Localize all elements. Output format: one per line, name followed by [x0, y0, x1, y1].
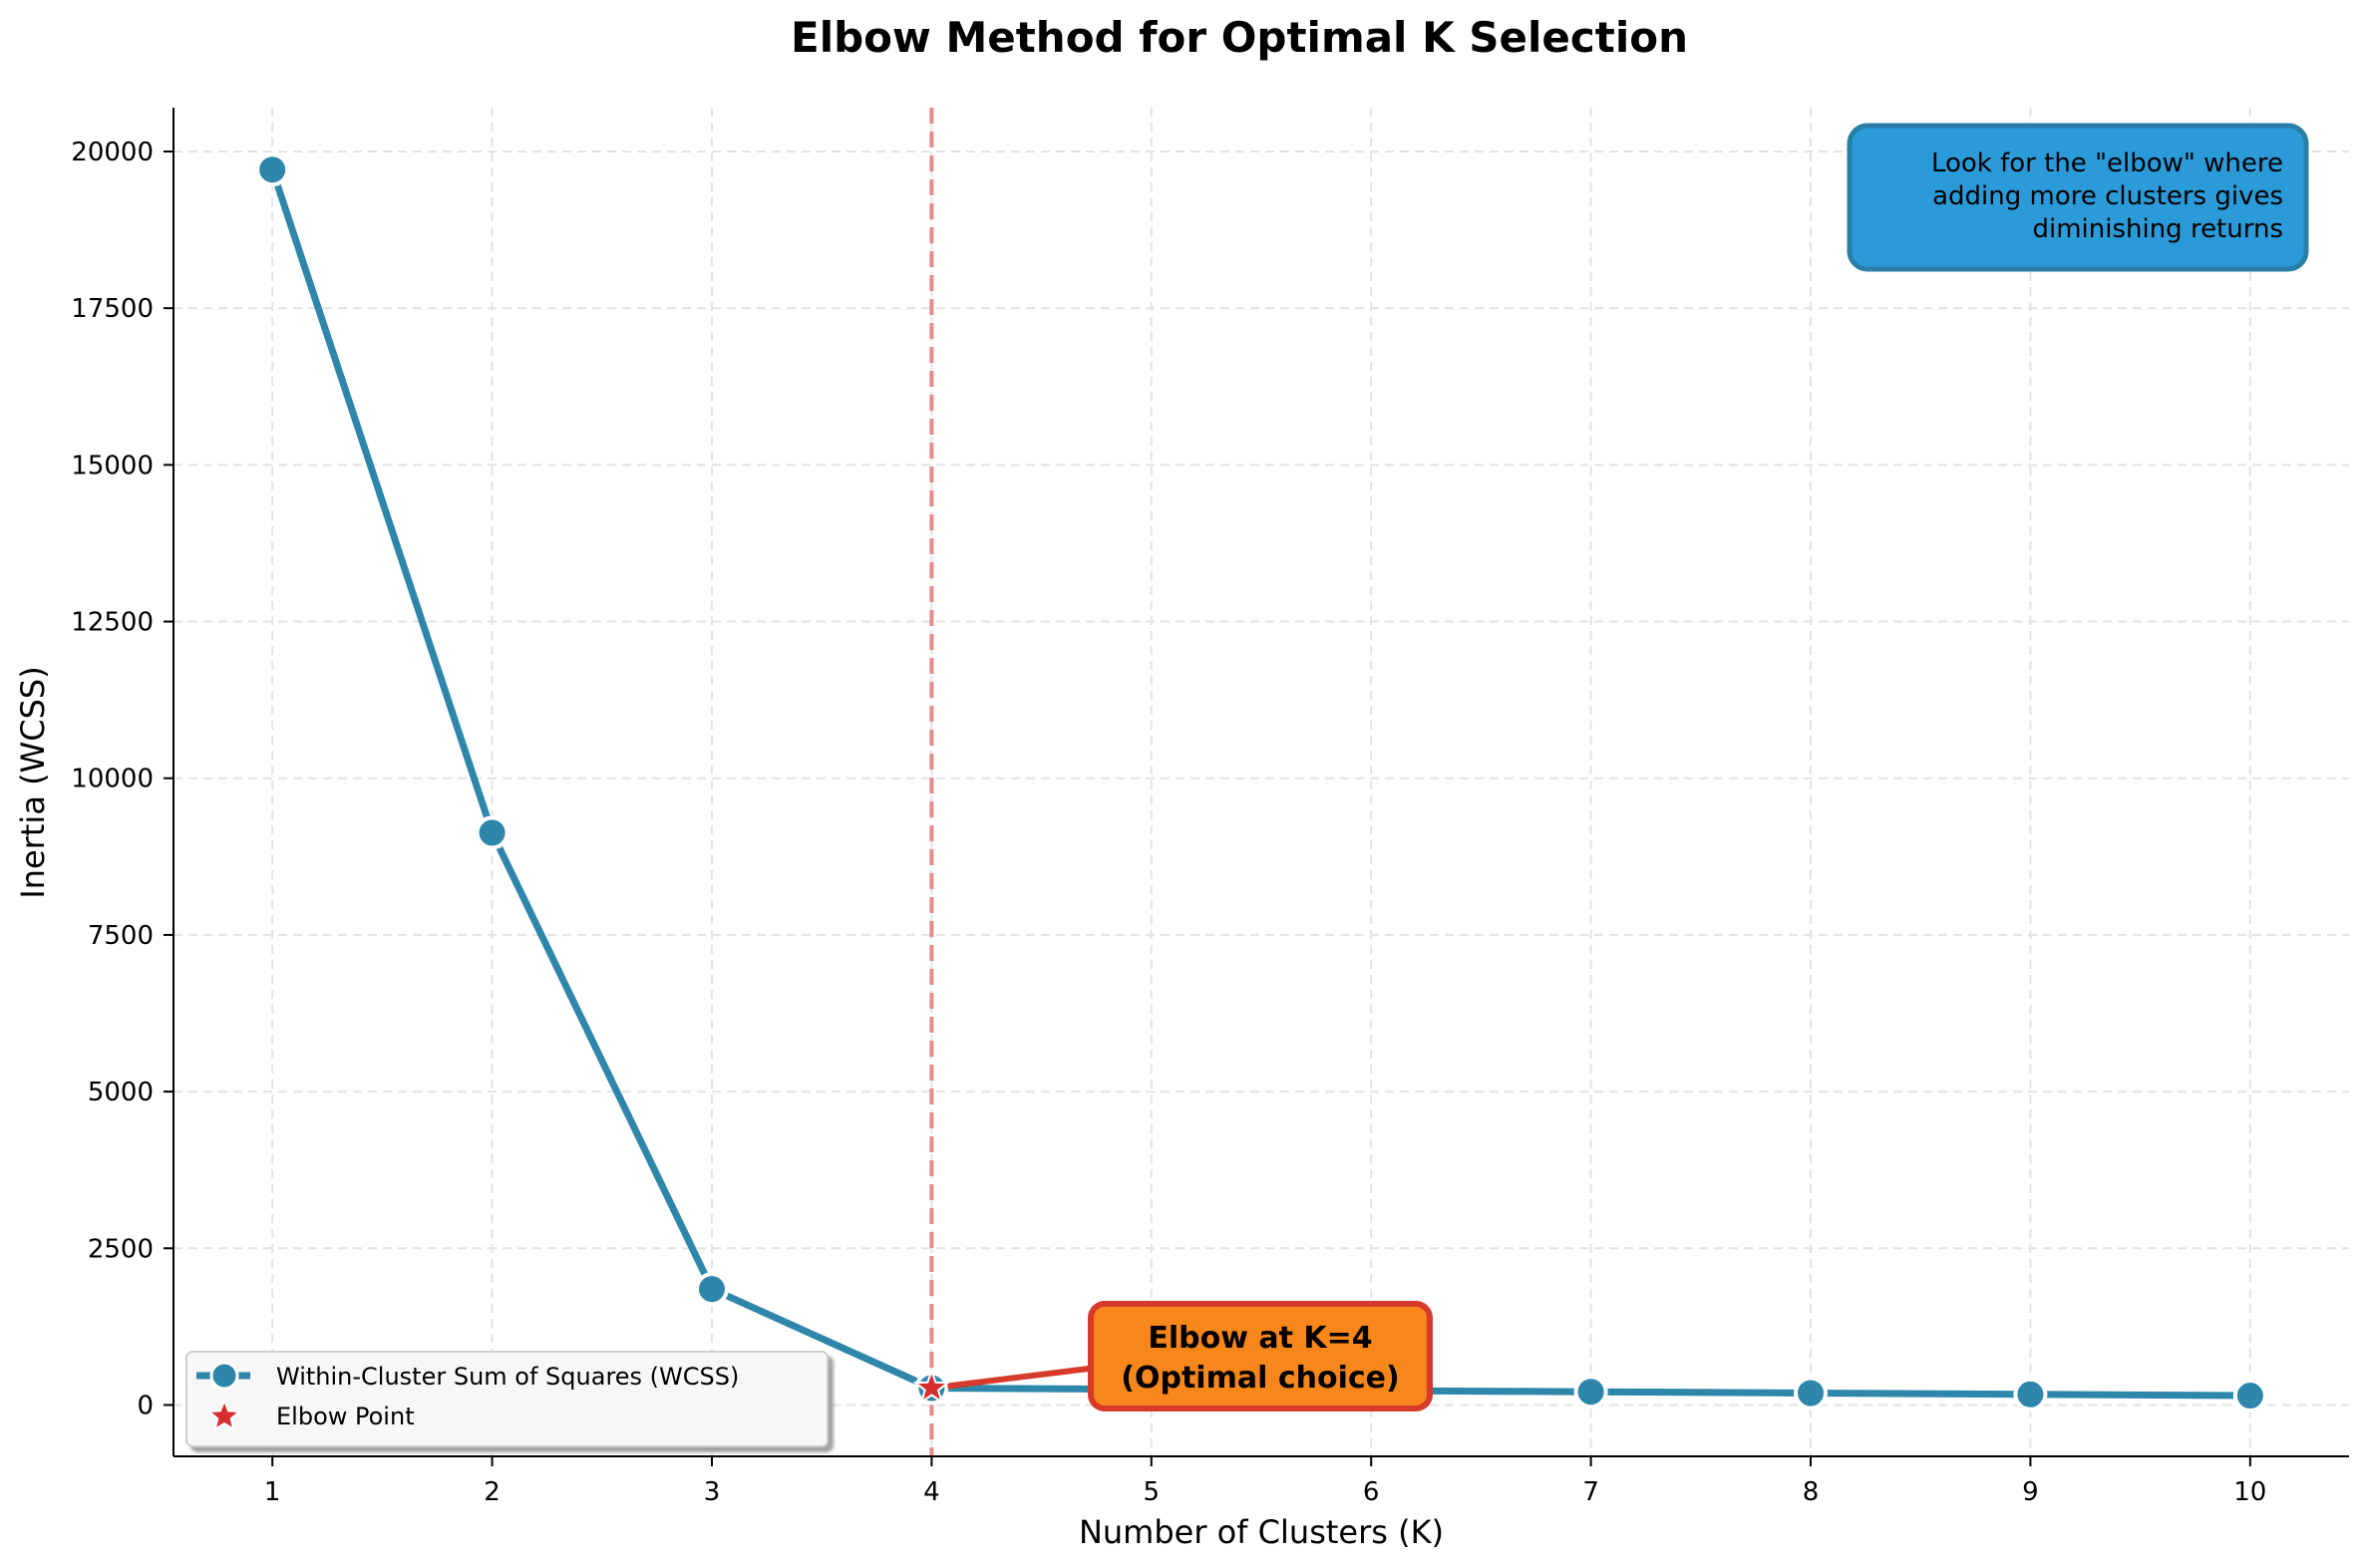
series-markers	[255, 153, 2267, 1413]
y-tick-label: 12500	[71, 608, 154, 638]
legend-item-elbow: Elbow Point	[276, 1403, 415, 1430]
info-text-line2: adding more clusters gives	[1932, 181, 2283, 211]
series-marker-point	[2013, 1377, 2048, 1411]
y-ticks: 0 2500 5000 7500 10000 12500 15000 17500 20000	[71, 138, 173, 1420]
elbow-annotation-box	[1088, 1301, 1433, 1411]
y-tick-label: 7500	[88, 921, 154, 951]
series-marker-point	[475, 815, 509, 850]
series-marker-point	[694, 1272, 729, 1307]
legend-item-wcss: Within-Cluster Sum of Squares (WCSS)	[276, 1363, 739, 1391]
y-tick-label: 10000	[71, 765, 154, 794]
y-tick-label: 17500	[71, 294, 154, 324]
axes	[172, 108, 2349, 1457]
x-tick-label: 8	[1803, 1477, 1820, 1507]
info-text-line3: diminishing returns	[2032, 214, 2283, 244]
elbow-point-marker	[912, 1368, 951, 1405]
x-tick-label: 3	[704, 1477, 721, 1507]
elbow-annotation: Elbow at K=4 (Optimal choice)	[1088, 1301, 1433, 1411]
chart-title: Elbow Method for Optimal K Selection	[791, 13, 1688, 62]
x-tick-label: 5	[1144, 1477, 1161, 1507]
info-box-background	[1847, 123, 2309, 272]
x-tick-label: 6	[1363, 1477, 1380, 1507]
annotation-arrow	[947, 1365, 1098, 1390]
legend-star-icon	[206, 1398, 242, 1432]
x-tick-label: 10	[2233, 1477, 2266, 1507]
y-tick-label: 20000	[71, 138, 154, 167]
x-tick-label: 9	[2022, 1477, 2039, 1507]
x-tick-label: 4	[923, 1477, 940, 1507]
series-marker-point	[1794, 1376, 1829, 1411]
legend-series-marker-swatch	[209, 1361, 239, 1391]
x-tick-label: 7	[1582, 1477, 1599, 1507]
y-tick-label: 0	[137, 1391, 154, 1420]
legend: Within-Cluster Sum of Squares (WCSS) Elb…	[185, 1351, 829, 1447]
y-tick-label: 5000	[88, 1078, 154, 1107]
x-ticks: 1 2 3 4 5 6 7 8 9 10	[264, 1456, 2266, 1507]
y-tick-label: 2500	[88, 1234, 154, 1264]
legend-box	[185, 1351, 829, 1447]
x-tick-label: 2	[484, 1477, 501, 1507]
y-tick-label: 15000	[71, 451, 154, 480]
x-tick-label: 1	[264, 1477, 281, 1507]
elbow-annotation-line2: (Optimal choice)	[1121, 1361, 1399, 1396]
series-marker-point	[255, 153, 290, 187]
elbow-star-icon	[912, 1368, 951, 1405]
y-axis-label: Inertia (WCSS)	[14, 666, 52, 898]
series-marker-point	[1573, 1375, 1608, 1410]
elbow-annotation-line1: Elbow at K=4	[1148, 1321, 1372, 1356]
info-text-line1: Look for the "elbow" where	[1931, 149, 2283, 178]
series-line-wcss	[268, 165, 2254, 1400]
x-axis-label: Number of Clusters (K)	[1079, 1513, 1444, 1551]
grid-lines	[173, 108, 2349, 1456]
info-box: Look for the "elbow" where adding more c…	[1847, 123, 2309, 272]
legend-elbow-star-swatch	[206, 1398, 242, 1432]
series-marker-point	[2232, 1379, 2267, 1413]
